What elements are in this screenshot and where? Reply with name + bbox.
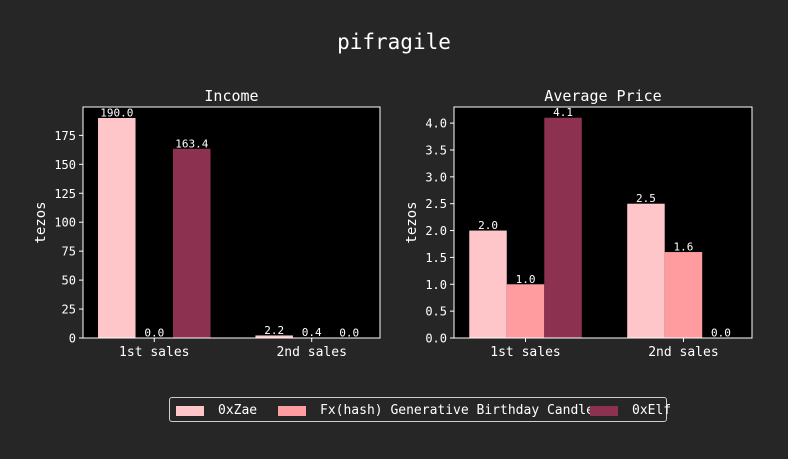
chart-title-income: Income [204,87,258,105]
x-tick-label: 2nd sales [276,345,346,360]
figure-title: pifragile [337,30,451,54]
bar-value-label: 2.5 [636,192,656,205]
bar-value-label: 1.0 [516,273,536,286]
y-tick-label: 125 [54,187,76,201]
bar-value-label: 2.0 [478,219,498,232]
bar-value-label: 2.2 [264,324,284,337]
y-tick-label: 2.0 [425,224,447,238]
bar-income [98,118,136,338]
bar-value-label: 0.0 [144,327,164,340]
y-tick-label: 175 [54,129,76,143]
bar-value-label: 1.6 [674,241,694,254]
bar-avg-price [664,252,703,338]
x-tick-label: 1st sales [119,345,189,360]
bar-avg-price [544,117,582,338]
bar-avg-price [469,230,507,338]
legend-swatch-0xelf [590,405,618,416]
legend-item-0xelf: 0xElf [590,403,671,418]
y-tick-label: 0 [69,332,76,346]
y-tick-label: 2.5 [425,197,447,211]
legend-label-0xelf: 0xElf [632,403,672,418]
y-axis-label-income: tezos [33,201,49,243]
legend-item-0xzae: 0xZae [176,403,257,418]
y-tick-label: 0.5 [425,305,447,319]
bar-value-label: 0.4 [302,326,322,339]
bar-income [255,335,293,338]
bar-value-label: 0.0 [711,327,731,340]
y-axis-label-avg-price: tezos [404,201,420,243]
y-tick-label: 75 [62,245,76,259]
y-tick-label: 1.0 [425,278,447,292]
bar-value-label: 190.0 [100,107,133,120]
x-tick-label: 1st sales [490,345,560,360]
plot-frame-avg-price [453,106,753,339]
legend: 0xZae Fx(hash) Generative Birthday Candl… [169,397,671,422]
legend-label-fxhash: Fx(hash) Generative Birthday Candle [320,403,594,418]
y-tick-label: 50 [62,274,76,288]
y-tick-label: 25 [62,303,76,317]
y-tick-label: 0.0 [425,332,447,346]
y-tick-label: 150 [54,158,76,172]
bar-value-label: 4.1 [553,106,573,119]
bar-avg-price [627,203,665,338]
legend-item-fxhash: Fx(hash) Generative Birthday Candle [278,403,594,418]
plot-frame-income [82,106,381,339]
y-tick-label: 100 [54,216,76,230]
bar-value-label: 0.0 [339,327,359,340]
y-tick-label: 4.0 [425,117,447,131]
bar-value-label: 163.4 [175,137,208,150]
legend-label-0xzae: 0xZae [218,403,258,418]
bar-avg-price [506,284,545,338]
x-tick-label: 2nd sales [648,345,718,360]
y-tick-label: 3.5 [425,143,447,157]
legend-swatch-0xzae [176,405,204,416]
chart-title-avg-price: Average Price [544,87,661,105]
bar-income [173,148,211,338]
y-tick-label: 3.0 [425,170,447,184]
y-tick-label: 1.5 [425,251,447,265]
legend-swatch-fxhash [278,405,306,416]
